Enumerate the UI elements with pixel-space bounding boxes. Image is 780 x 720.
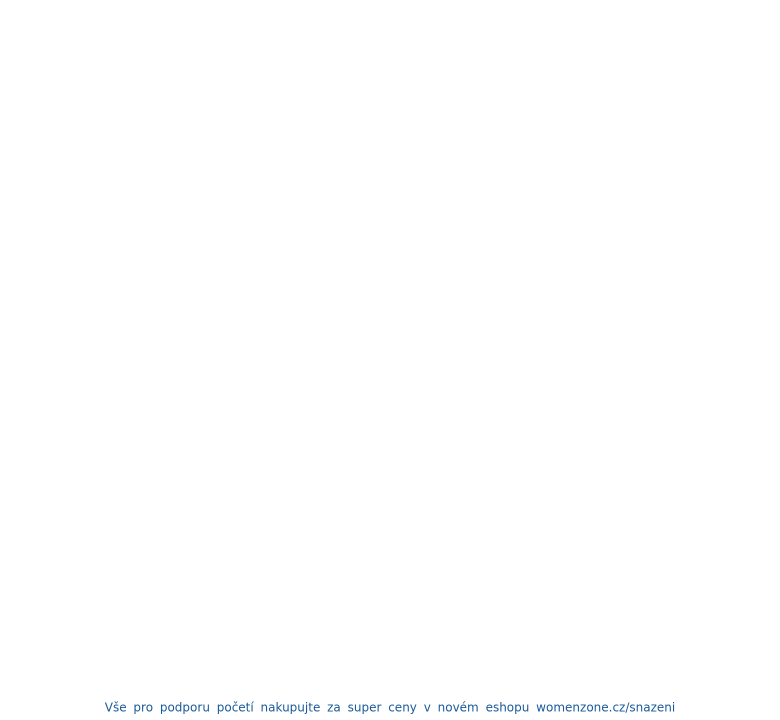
footer-link[interactable]: Vše pro podporu početí nakupujte za supe… [105,701,675,715]
